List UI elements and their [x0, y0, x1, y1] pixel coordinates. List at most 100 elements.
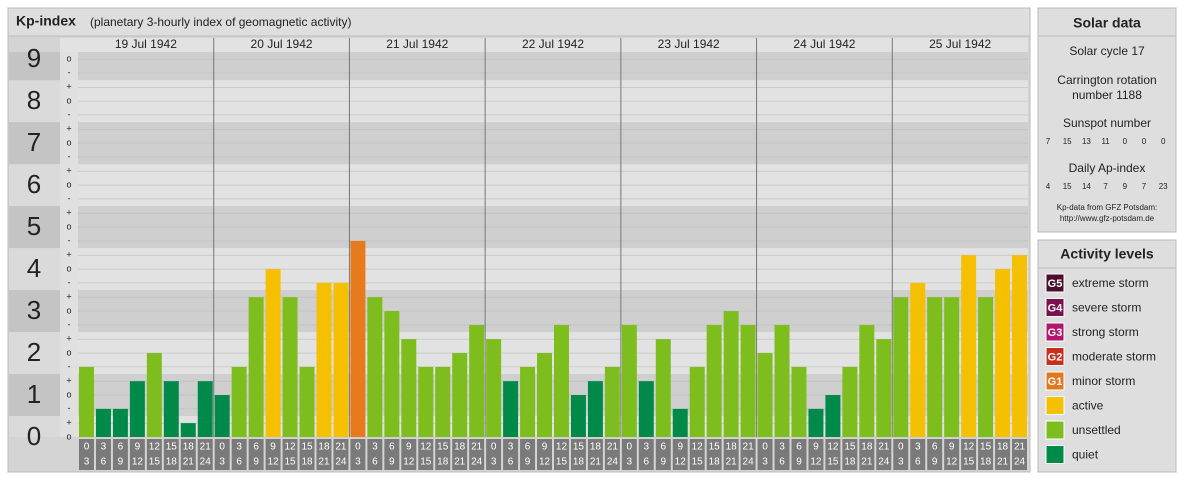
- hour-cell: [638, 439, 654, 470]
- hour-cell: [1012, 439, 1027, 470]
- hour-label: 12: [946, 457, 958, 468]
- hour-cell: [146, 439, 162, 470]
- subtick-label: o: [66, 54, 71, 64]
- solar-panel: [1037, 7, 1177, 233]
- hour-label: 3: [508, 442, 514, 453]
- sunspot-value: 0: [1123, 137, 1128, 146]
- y-tick-label: 7: [27, 127, 41, 157]
- hour-label: 18: [454, 442, 466, 453]
- hour-cell: [876, 439, 892, 470]
- subtick-label: o: [66, 95, 71, 105]
- hour-label: 6: [779, 457, 785, 468]
- bar: [146, 353, 162, 437]
- subtick-label: -: [68, 361, 71, 371]
- date-label: 19 Jul 1942: [115, 37, 177, 51]
- bar: [808, 408, 824, 437]
- hour-cell: [486, 439, 502, 470]
- hour-cell: [723, 439, 739, 470]
- subtick-label: o: [66, 431, 71, 441]
- y-tick-label: 2: [27, 337, 41, 367]
- hour-label: 18: [437, 457, 449, 468]
- bar: [180, 423, 196, 437]
- chart-subtitle: (planetary 3-hourly index of geomagnetic…: [90, 15, 351, 29]
- y-tick-label: 5: [27, 211, 41, 241]
- bar: [927, 297, 943, 437]
- hour-label: 12: [149, 442, 161, 453]
- level-label: unsettled: [1072, 423, 1121, 437]
- ap-value: 7: [1103, 182, 1108, 191]
- hour-cell: [316, 439, 332, 470]
- subtick-label: -: [68, 109, 71, 119]
- bar: [129, 381, 145, 437]
- hour-label: 24: [878, 457, 890, 468]
- hour-label: 9: [796, 457, 802, 468]
- bar: [774, 324, 790, 437]
- hour-label: 21: [861, 457, 873, 468]
- hour-cell: [740, 439, 756, 470]
- date-label: 24 Jul 1942: [793, 37, 855, 51]
- hour-label: 15: [284, 457, 296, 468]
- activity-title: Activity levels: [1060, 246, 1154, 262]
- level-swatch: [1045, 298, 1065, 317]
- hour-label: 9: [389, 457, 395, 468]
- hour-cell: [554, 439, 569, 470]
- hour-label: 0: [84, 442, 90, 453]
- ap-value: 4: [1046, 182, 1051, 191]
- hour-label: 18: [861, 442, 873, 453]
- hour-label: 9: [932, 457, 938, 468]
- bar: [486, 339, 502, 437]
- bar: [316, 282, 332, 437]
- bar: [231, 366, 247, 437]
- hour-label: 3: [627, 457, 633, 468]
- hour-label: 15: [980, 442, 992, 453]
- hour-label: 21: [607, 442, 619, 453]
- hour-cell: [520, 439, 536, 470]
- hour-label: 21: [183, 457, 195, 468]
- hour-label: 6: [372, 457, 378, 468]
- hour-label: 21: [318, 457, 330, 468]
- bar: [282, 297, 298, 437]
- hour-cell: [401, 439, 417, 470]
- level-swatch: [1045, 322, 1065, 342]
- subtick-column: [60, 52, 78, 437]
- hour-label: 12: [268, 457, 280, 468]
- hour-label: 18: [980, 457, 992, 468]
- subtick-label: o: [66, 347, 71, 357]
- bar: [672, 408, 688, 437]
- sunspot-title: Sunspot number: [1063, 116, 1151, 130]
- y-label-cell: [9, 290, 60, 333]
- hour-cell: [333, 439, 349, 470]
- hour-label: 9: [406, 442, 412, 453]
- y-tick-label: 9: [27, 43, 41, 73]
- sunspot-value: 11: [1101, 137, 1110, 146]
- hour-label: 6: [236, 457, 242, 468]
- hour-label: 15: [149, 457, 161, 468]
- chart-title: Kp-index: [16, 13, 76, 29]
- hour-label: 21: [590, 457, 602, 468]
- hour-cell: [282, 439, 298, 470]
- bar: [638, 381, 654, 437]
- hour-cell: [350, 439, 366, 470]
- bar: [401, 339, 417, 437]
- ap-title: Daily Ap-index: [1069, 161, 1146, 175]
- hour-label: 9: [813, 442, 819, 453]
- subtick-label: +: [66, 292, 71, 302]
- hour-label: 6: [389, 442, 395, 453]
- level-label: strong storm: [1072, 325, 1139, 339]
- bar: [944, 297, 960, 437]
- subtick-label: o: [66, 305, 71, 315]
- hour-label: 15: [301, 442, 313, 453]
- subtick-label: +: [66, 166, 71, 176]
- band: [78, 416, 1028, 437]
- hour-label: 9: [270, 442, 276, 453]
- hour-label: 15: [166, 442, 178, 453]
- hour-label: 18: [183, 442, 195, 453]
- hour-label: 18: [166, 457, 178, 468]
- bar: [554, 324, 569, 437]
- bar: [978, 297, 994, 437]
- bar: [842, 366, 858, 437]
- hour-cell: [95, 439, 111, 470]
- hour-label: 12: [827, 442, 839, 453]
- bar: [723, 311, 739, 437]
- hour-cell: [452, 439, 468, 470]
